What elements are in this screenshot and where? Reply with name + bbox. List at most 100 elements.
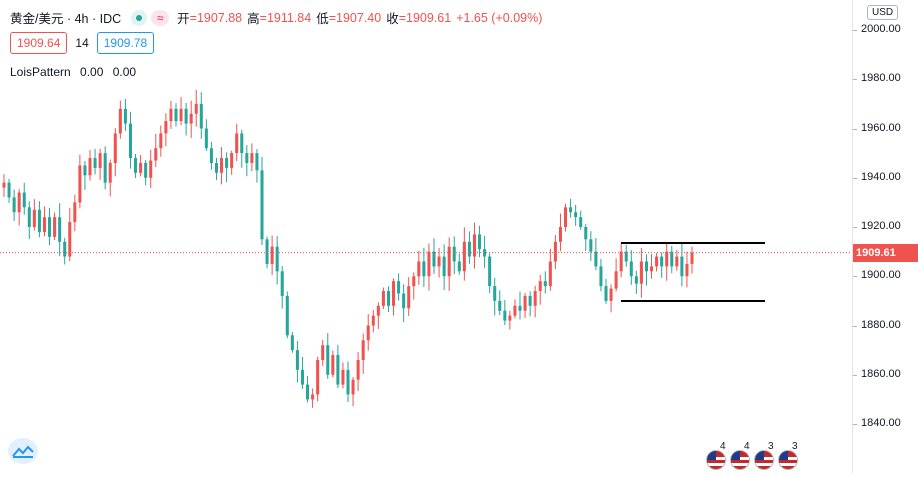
candle-body [498, 300, 502, 311]
currency-button[interactable]: USD [867, 5, 899, 20]
candle-body [351, 379, 355, 395]
candle-body [260, 170, 264, 240]
candle-body [37, 209, 41, 232]
candle-body [199, 103, 203, 129]
price-tick-label: 1860.00 [861, 367, 901, 380]
candle-body [235, 133, 239, 154]
candle-body [280, 271, 284, 296]
spread-value: 14 [75, 36, 89, 50]
candle-body [336, 355, 340, 385]
candle-body [331, 355, 335, 375]
symbol-title[interactable]: 黄金/美元 · 4h · IDC [10, 12, 122, 26]
price-axis[interactable]: USD 2000.00 1980.00 1960.00 1940.00 1920.00 1… [852, 0, 918, 473]
candle-body [533, 291, 537, 306]
candle-body [149, 160, 153, 178]
candle-body [174, 108, 178, 122]
price-tick-label: 2000.00 [861, 23, 901, 35]
us-event-flag-icon[interactable]: 3 [776, 441, 800, 470]
candle-body [599, 266, 603, 287]
candle-body [397, 281, 401, 294]
candles-group [2, 90, 694, 408]
candle-body [402, 293, 406, 309]
candle-body [98, 153, 102, 168]
candle-body [366, 325, 370, 341]
candle-body [58, 217, 62, 242]
candle-body [523, 295, 527, 311]
candle-body [128, 123, 132, 159]
candle-body [27, 207, 31, 227]
candle-body [311, 394, 315, 400]
candle-body [609, 288, 613, 301]
price-tick-label: 1920.00 [861, 220, 901, 232]
indicator-legend[interactable]: LoisPattern 0.00 0.00 [10, 65, 142, 79]
candle-body [159, 133, 163, 149]
market-status-icon[interactable] [131, 9, 148, 26]
us-event-flag-icon[interactable]: 3 [752, 441, 776, 470]
tradingview-logo-icon[interactable] [8, 438, 38, 464]
candle-body [553, 241, 557, 262]
candle-body [53, 217, 57, 237]
ohlc-open-key: 开 [177, 12, 190, 26]
candlestick-chart[interactable] [0, 0, 852, 473]
candle-body [432, 251, 436, 267]
candle-body [42, 217, 46, 232]
candle-body [457, 261, 461, 272]
candle-body [179, 108, 183, 122]
candle-body [2, 182, 6, 188]
candle-body [204, 128, 208, 149]
candle-body [73, 202, 77, 223]
candle-body [12, 197, 16, 213]
chart-area[interactable] [0, 0, 852, 473]
candle-body [194, 103, 198, 114]
candle-body [346, 369, 350, 395]
candle-body [644, 261, 648, 272]
us-event-flag-icon[interactable]: 4 [704, 441, 728, 470]
candle-body [493, 286, 497, 301]
candle-body [270, 246, 274, 264]
ohlc-low-key: 低 [316, 12, 329, 26]
candle-body [548, 261, 552, 287]
ohlc-open-value: =1907.88 [189, 10, 243, 25]
candle-body [78, 165, 82, 203]
price-tick-label: 1900.00 [861, 269, 901, 282]
candle-body [528, 295, 532, 306]
candle-body [639, 261, 643, 284]
buy-price-button[interactable]: 1909.78 [96, 32, 155, 54]
last-price-label: 1909.61 [853, 243, 918, 262]
candle-body [88, 158, 92, 176]
candle-body [558, 227, 562, 242]
price-tick-mark [853, 128, 857, 130]
candle-body [134, 158, 138, 173]
candle-body [361, 340, 365, 360]
candle-body [68, 222, 72, 257]
candle-body [93, 158, 97, 168]
candle-body [543, 281, 547, 287]
candle-body [569, 207, 573, 213]
candle-body [108, 162, 112, 183]
candle-body [169, 108, 173, 122]
event-count: 4 [744, 441, 750, 452]
price-tick-mark [853, 30, 857, 31]
candle-body [604, 286, 608, 301]
price-tick-label: 1880.00 [861, 318, 901, 331]
candle-body [472, 234, 476, 257]
candle-body [650, 266, 654, 272]
candle-body [240, 133, 244, 154]
price-tick-label: 1840.00 [861, 417, 901, 429]
candle-body [462, 241, 466, 272]
candle-body [412, 276, 416, 287]
trade-controls: 1909.64 14 1909.78 [10, 32, 155, 54]
ohlc-low-value: =1907.40 [328, 10, 382, 25]
price-tick-mark [853, 276, 857, 278]
candle-body [478, 234, 482, 250]
candle-body [103, 153, 107, 183]
approx-data-icon[interactable]: ≈ [151, 9, 170, 26]
us-event-flag-icon[interactable]: 4 [728, 441, 752, 470]
candle-body [483, 249, 487, 257]
sell-price-button[interactable]: 1909.64 [10, 32, 68, 54]
candle-body [629, 261, 633, 277]
candle-body [300, 369, 304, 385]
chart-legend: 黄金/美元 · 4h · IDC ≈ 开 =1907.88 高 =1911.84… [10, 8, 547, 27]
candle-body [685, 263, 689, 277]
price-tick-label: 1980.00 [861, 72, 901, 85]
